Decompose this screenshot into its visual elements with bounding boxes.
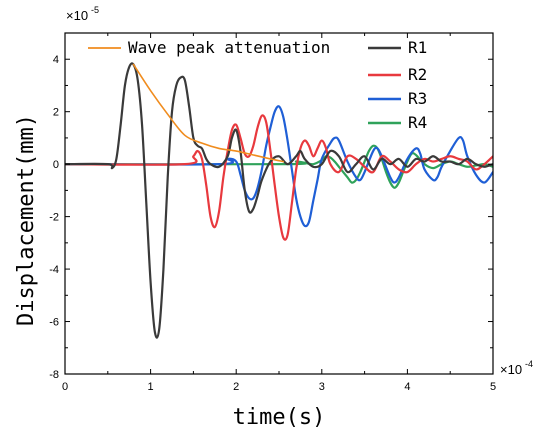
x-tick-label: 4: [404, 381, 410, 393]
series-line-r3: [65, 105, 493, 228]
x-multiplier: ×10 -4: [500, 359, 533, 377]
plot-content: [65, 62, 493, 339]
x-multiplier-base: ×10: [500, 362, 522, 377]
axes: 0 1 2 3 4 5 -8 -6 -4 -2 0 2 4: [49, 32, 496, 393]
y-tick-label: -6: [49, 317, 59, 329]
legend-label: R3: [408, 89, 427, 108]
legend-item-r4: R4: [368, 113, 427, 132]
legend-item-r3: R3: [368, 89, 427, 108]
legend-item-r2: R2: [368, 65, 427, 84]
y-tick-label: 2: [53, 107, 59, 119]
x-tick-label: 2: [233, 381, 239, 393]
legend-label: R4: [408, 113, 427, 132]
x-axis-title: time(s): [233, 405, 326, 430]
series-line-r1: [65, 62, 493, 339]
x-tick-label: 5: [490, 381, 496, 393]
legend-label: R2: [408, 65, 427, 84]
y-axis-title: Displacement(mm): [14, 114, 39, 326]
legend-item-wave-peak-attenuation: Wave peak attenuation: [88, 38, 330, 57]
series-line-wave-peak-attenuation: [132, 63, 285, 163]
x-tick-label: 1: [148, 381, 154, 393]
y-tick-label: -2: [49, 212, 59, 224]
plot-frame: [64, 32, 494, 375]
series-line-r2: [65, 114, 493, 241]
legend-label: R1: [408, 38, 427, 57]
y-multiplier-base: ×10: [66, 8, 88, 23]
x-tick-label: 0: [62, 381, 68, 393]
y-tick-label: -4: [49, 264, 59, 276]
y-multiplier-exponent: -5: [91, 5, 99, 15]
y-tick-label: 4: [53, 54, 59, 66]
legend-item-r1: R1: [368, 38, 427, 57]
legend-label: Wave peak attenuation: [128, 38, 330, 57]
y-tick-label: 0: [53, 159, 59, 171]
legend: Wave peak attenuation R1 R2 R3 R4: [88, 38, 427, 132]
x-multiplier-exponent: -4: [525, 359, 533, 369]
x-tick-label: 3: [319, 381, 325, 393]
series-line-r4: [65, 144, 493, 189]
y-tick-label: -8: [49, 369, 59, 381]
y-multiplier: ×10 -5: [66, 5, 99, 23]
